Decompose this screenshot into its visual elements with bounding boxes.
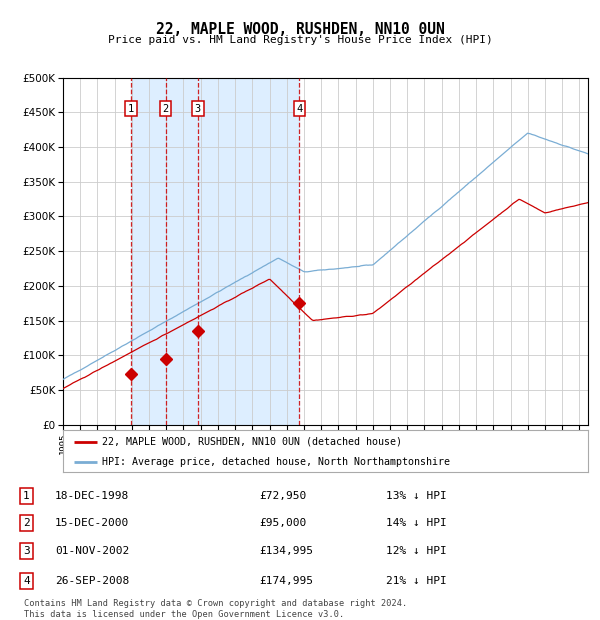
Text: 2: 2 [23,518,30,528]
Text: 22, MAPLE WOOD, RUSHDEN, NN10 0UN (detached house): 22, MAPLE WOOD, RUSHDEN, NN10 0UN (detac… [103,436,403,446]
Text: 13% ↓ HPI: 13% ↓ HPI [386,491,447,501]
Bar [131,78,299,425]
Text: 4: 4 [23,575,30,586]
Text: 2: 2 [163,104,169,113]
Text: 22, MAPLE WOOD, RUSHDEN, NN10 0UN: 22, MAPLE WOOD, RUSHDEN, NN10 0UN [155,22,445,37]
Text: £134,995: £134,995 [260,546,314,556]
Text: 15-DEC-2000: 15-DEC-2000 [55,518,130,528]
Text: 01-NOV-2002: 01-NOV-2002 [55,546,130,556]
Text: Price paid vs. HM Land Registry's House Price Index (HPI): Price paid vs. HM Land Registry's House … [107,35,493,45]
Text: 4: 4 [296,104,302,113]
Text: 1: 1 [23,491,30,501]
Text: 18-DEC-1998: 18-DEC-1998 [55,491,130,501]
Text: 21% ↓ HPI: 21% ↓ HPI [386,575,447,586]
Text: 3: 3 [23,546,30,556]
Text: 12% ↓ HPI: 12% ↓ HPI [386,546,447,556]
Text: HPI: Average price, detached house, North Northamptonshire: HPI: Average price, detached house, Nort… [103,457,451,467]
Text: 14% ↓ HPI: 14% ↓ HPI [386,518,447,528]
Text: 3: 3 [194,104,201,113]
Text: £95,000: £95,000 [260,518,307,528]
Text: 1: 1 [128,104,134,113]
Text: £174,995: £174,995 [260,575,314,586]
Text: Contains HM Land Registry data © Crown copyright and database right 2024.
This d: Contains HM Land Registry data © Crown c… [24,600,407,619]
Text: £72,950: £72,950 [260,491,307,501]
Text: 26-SEP-2008: 26-SEP-2008 [55,575,130,586]
